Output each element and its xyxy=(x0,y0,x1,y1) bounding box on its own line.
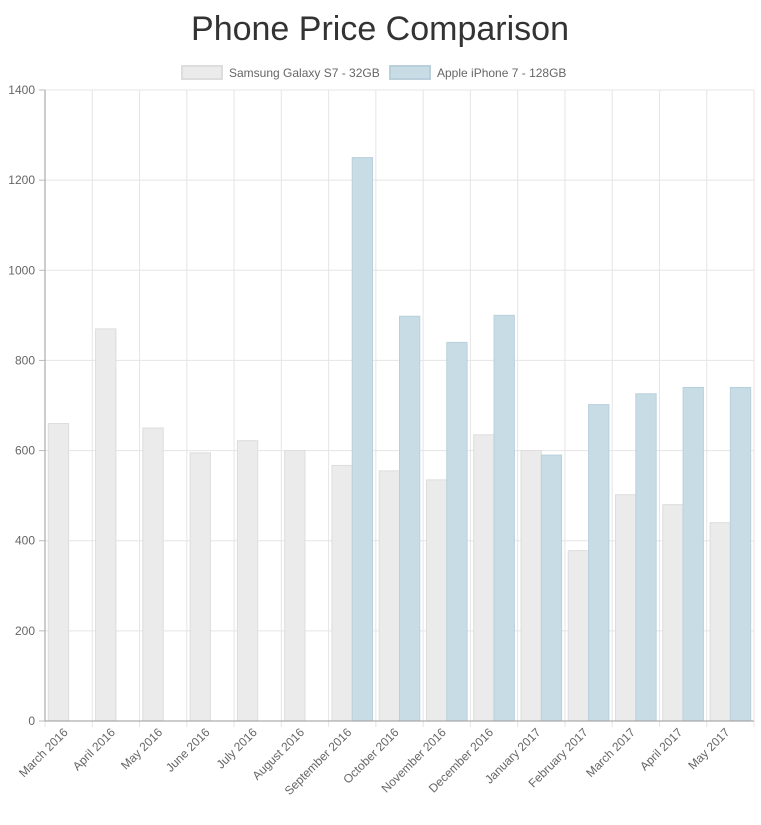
legend: Samsung Galaxy S7 - 32GB Apple iPhone 7 … xyxy=(181,65,566,80)
bar-samsung[interactable] xyxy=(142,427,164,722)
legend-item-apple[interactable]: Apple iPhone 7 - 128GB xyxy=(389,65,566,80)
legend-swatch-samsung xyxy=(181,65,223,80)
legend-item-samsung[interactable]: Samsung Galaxy S7 - 32GB xyxy=(181,65,380,80)
bar-apple[interactable] xyxy=(635,393,657,722)
bar-samsung[interactable] xyxy=(378,470,400,722)
bar-apple[interactable] xyxy=(682,386,704,722)
bar-apple[interactable] xyxy=(399,315,421,722)
y-tick-label: 200 xyxy=(15,624,35,638)
x-tick-label: May 2016 xyxy=(118,725,165,772)
bar-apple[interactable] xyxy=(729,386,752,722)
y-tick-label: 1200 xyxy=(8,173,35,187)
bar-samsung[interactable] xyxy=(662,504,684,722)
bar-samsung[interactable] xyxy=(567,550,590,722)
bar-samsung[interactable] xyxy=(331,464,353,722)
bars xyxy=(47,157,752,722)
bar-samsung[interactable] xyxy=(95,328,117,722)
legend-swatch-apple xyxy=(389,65,431,80)
axes xyxy=(44,90,754,722)
y-tick-label: 800 xyxy=(15,353,35,367)
bar-apple[interactable] xyxy=(588,404,610,722)
bar-samsung[interactable] xyxy=(284,450,306,722)
bar-samsung[interactable] xyxy=(615,494,637,722)
y-tick-label: 600 xyxy=(15,444,35,458)
bar-apple[interactable] xyxy=(351,157,374,722)
bar-samsung[interactable] xyxy=(47,423,70,722)
bar-samsung[interactable] xyxy=(520,450,542,722)
gridlines xyxy=(44,89,755,727)
y-tick-label: 1000 xyxy=(8,263,35,277)
x-tick-label: June 2016 xyxy=(163,725,213,775)
chart-title: Phone Price Comparison xyxy=(191,10,569,48)
y-axis-ticks: 0 200 400 600 800 1000 1200 1400 xyxy=(8,83,45,728)
x-tick-label: May 2017 xyxy=(685,725,732,772)
x-tick-label: April 2016 xyxy=(70,725,118,773)
bar-apple[interactable] xyxy=(493,314,515,722)
bar-samsung[interactable] xyxy=(425,479,448,722)
x-tick-label: March 2016 xyxy=(16,725,71,780)
bar-apple[interactable] xyxy=(446,341,468,722)
y-tick-label: 1400 xyxy=(8,83,35,97)
bar-samsung[interactable] xyxy=(709,522,731,722)
legend-label-apple: Apple iPhone 7 - 128GB xyxy=(437,66,566,80)
bar-samsung[interactable] xyxy=(473,434,495,722)
x-tick-label: April 2017 xyxy=(637,725,685,773)
bar-apple[interactable] xyxy=(540,454,563,722)
y-tick-label: 0 xyxy=(28,714,35,728)
x-tick-label: March 2017 xyxy=(583,725,638,780)
legend-label-samsung: Samsung Galaxy S7 - 32GB xyxy=(229,66,380,80)
bar-samsung[interactable] xyxy=(189,452,211,722)
bar-samsung[interactable] xyxy=(236,440,259,722)
x-tick-label: July 2016 xyxy=(214,725,260,771)
y-tick-label: 400 xyxy=(15,534,35,548)
